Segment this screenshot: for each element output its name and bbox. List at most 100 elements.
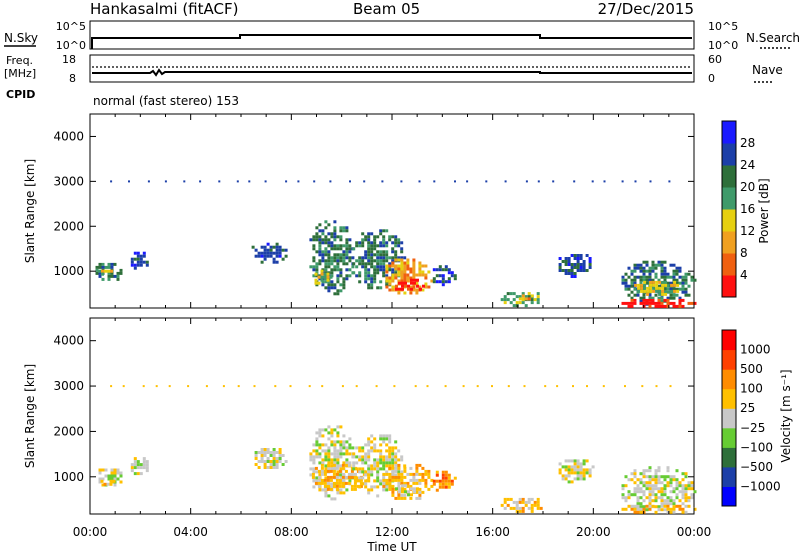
echo-cell — [391, 264, 395, 268]
echo-cell — [672, 478, 676, 482]
echo-cell — [370, 244, 374, 248]
echo-cell — [579, 263, 583, 266]
echo-cell — [426, 385, 429, 388]
echo-cell — [657, 260, 661, 264]
echo-cell — [630, 296, 634, 300]
echo-cell — [537, 180, 540, 183]
echo-cell — [336, 256, 340, 260]
echo-cell — [339, 247, 343, 251]
echo-cell — [130, 466, 134, 470]
echo-cell — [427, 285, 431, 289]
echo-cell — [385, 464, 389, 468]
echo-cell — [661, 280, 665, 284]
echo-cell — [330, 428, 334, 432]
echo-cell — [379, 232, 383, 236]
echo-cell — [315, 470, 319, 474]
echo-cell — [352, 467, 356, 471]
echo-cell — [651, 263, 655, 267]
echo-cell — [666, 287, 670, 291]
echo-cell — [373, 461, 377, 465]
echo-cell — [266, 242, 270, 246]
echo-cell — [444, 473, 448, 477]
echo-cell — [400, 247, 404, 251]
echo-cell — [364, 238, 368, 242]
echo-cell — [136, 466, 140, 470]
echo-cell — [330, 482, 334, 486]
velocity-echo-patch — [130, 457, 149, 476]
echo-cell — [406, 267, 410, 271]
echo-cell — [382, 256, 386, 260]
echo-cell — [329, 487, 333, 491]
echo-cell — [633, 472, 637, 476]
echo-cell — [348, 259, 352, 263]
echo-cell — [119, 471, 123, 475]
echo-cell — [327, 253, 331, 257]
echo-cell — [524, 500, 528, 504]
echo-cell — [657, 469, 661, 473]
echo-cell — [251, 245, 255, 249]
echo-cell — [658, 292, 662, 296]
echo-cell — [382, 271, 386, 275]
echo-cell — [333, 449, 337, 453]
echo-cell — [627, 490, 631, 494]
echo-cell — [391, 469, 395, 473]
echo-cell — [373, 247, 377, 251]
echo-cell — [382, 476, 386, 480]
echo-cell — [401, 284, 404, 288]
echo-cell — [345, 274, 349, 278]
echo-cell — [660, 508, 664, 512]
echo-cell — [336, 259, 340, 263]
echo-cell — [348, 244, 352, 248]
echo-cell — [576, 266, 580, 269]
echo-cell — [364, 455, 368, 459]
echo-cell — [345, 247, 349, 251]
echo-cell — [397, 470, 401, 474]
echo-cell — [585, 254, 589, 257]
echo-cell — [573, 180, 576, 183]
echo-cell — [321, 283, 325, 287]
echo-cell — [358, 458, 362, 462]
echo-cell — [391, 458, 395, 462]
echo-cell — [339, 467, 343, 471]
echo-cell — [430, 478, 434, 482]
echo-cell — [567, 474, 571, 478]
echo-cell — [394, 238, 398, 242]
echo-cell — [403, 279, 407, 283]
echo-cell — [370, 280, 374, 284]
echo-cell — [576, 263, 580, 266]
echo-cell — [341, 472, 345, 476]
y-tick-label: 2000 — [53, 219, 84, 233]
echo-cell — [509, 506, 513, 510]
echo-cell — [348, 274, 352, 278]
echo-cell — [136, 263, 140, 267]
colorbar-swatch — [722, 121, 736, 144]
echo-cell — [642, 505, 646, 509]
echo-cell — [400, 180, 403, 183]
echo-cell — [367, 470, 371, 474]
echo-cell — [364, 262, 368, 266]
echo-cell — [367, 440, 371, 444]
velocity-echo-patch — [98, 468, 123, 487]
echo-cell — [330, 271, 334, 275]
nsky-tick-top: 10^5 — [56, 20, 86, 33]
echo-cell — [444, 265, 448, 269]
echo-cell — [345, 446, 349, 450]
echo-cell — [681, 490, 685, 494]
echo-cell — [430, 279, 434, 283]
echo-cell — [412, 270, 416, 274]
colorbar-frame — [721, 120, 737, 298]
echo-cell — [657, 475, 661, 479]
echo-cell — [358, 476, 362, 480]
echo-cell — [491, 385, 493, 388]
echo-cell — [361, 482, 365, 486]
echo-cell — [663, 504, 667, 508]
echo-cell — [394, 235, 398, 239]
echo-cell — [370, 286, 374, 290]
echo-cell — [133, 463, 137, 467]
echo-cell — [394, 463, 398, 467]
echo-cell — [101, 483, 105, 487]
echo-cell — [633, 493, 637, 497]
echo-cell — [342, 262, 346, 266]
echo-cell — [403, 481, 407, 485]
colorbar-swatch — [722, 209, 736, 232]
